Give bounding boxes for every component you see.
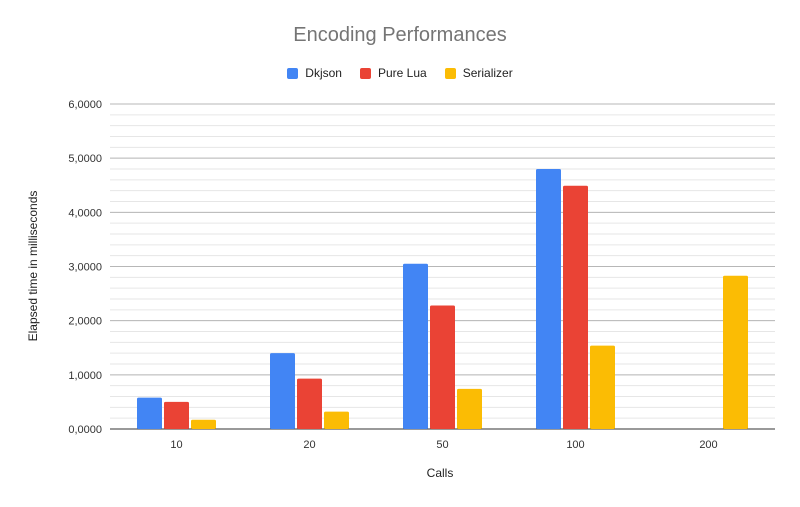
legend: Dkjson Pure Lua Serializer xyxy=(0,66,800,80)
bar-pure-lua-50 xyxy=(430,305,455,429)
bar-dkjson-50 xyxy=(403,263,428,429)
x-tick-label: 20 xyxy=(303,439,315,451)
legend-item-serializer: Serializer xyxy=(444,66,513,80)
y-axis-title: Elapsed time in milliseconds xyxy=(26,190,40,342)
bar-serializer-10 xyxy=(191,419,216,429)
legend-item-dkjson: Dkjson xyxy=(287,66,342,80)
legend-item-pure-lua: Pure Lua xyxy=(359,66,427,80)
x-tick-label: 10 xyxy=(170,439,182,451)
bar-serializer-200 xyxy=(723,275,748,429)
x-axis-title: Calls xyxy=(426,466,454,480)
legend-swatch-serializer xyxy=(444,67,456,79)
y-tick-label: 5,0000 xyxy=(68,153,102,165)
legend-swatch-dkjson xyxy=(287,67,299,79)
x-tick-label: 50 xyxy=(436,439,448,451)
y-tick-label: 2,0000 xyxy=(68,316,102,328)
legend-label-dkjson: Dkjson xyxy=(305,66,342,80)
bar-serializer-20 xyxy=(324,411,349,429)
bar-dkjson-100 xyxy=(536,169,561,429)
y-tick-label: 0,0000 xyxy=(68,424,102,436)
bar-dkjson-10 xyxy=(137,397,162,429)
legend-label-serializer: Serializer xyxy=(462,66,513,80)
chart-title: Encoding Performances xyxy=(293,24,507,46)
bar-serializer-100 xyxy=(590,345,615,429)
bar-pure-lua-100 xyxy=(563,185,588,429)
y-tick-label: 4,0000 xyxy=(68,207,102,219)
y-tick-label: 3,0000 xyxy=(68,262,102,274)
legend-label-pure-lua: Pure Lua xyxy=(377,66,427,80)
y-tick-label: 6,0000 xyxy=(68,99,102,111)
bar-pure-lua-20 xyxy=(297,378,322,429)
x-tick-label: 100 xyxy=(566,439,584,451)
bar-pure-lua-10 xyxy=(164,401,189,429)
bar-dkjson-20 xyxy=(270,353,295,429)
x-tick-label: 200 xyxy=(699,439,717,451)
bar-serializer-50 xyxy=(457,388,482,429)
y-tick-label: 1,0000 xyxy=(68,370,102,382)
legend-swatch-pure-lua xyxy=(359,67,371,79)
